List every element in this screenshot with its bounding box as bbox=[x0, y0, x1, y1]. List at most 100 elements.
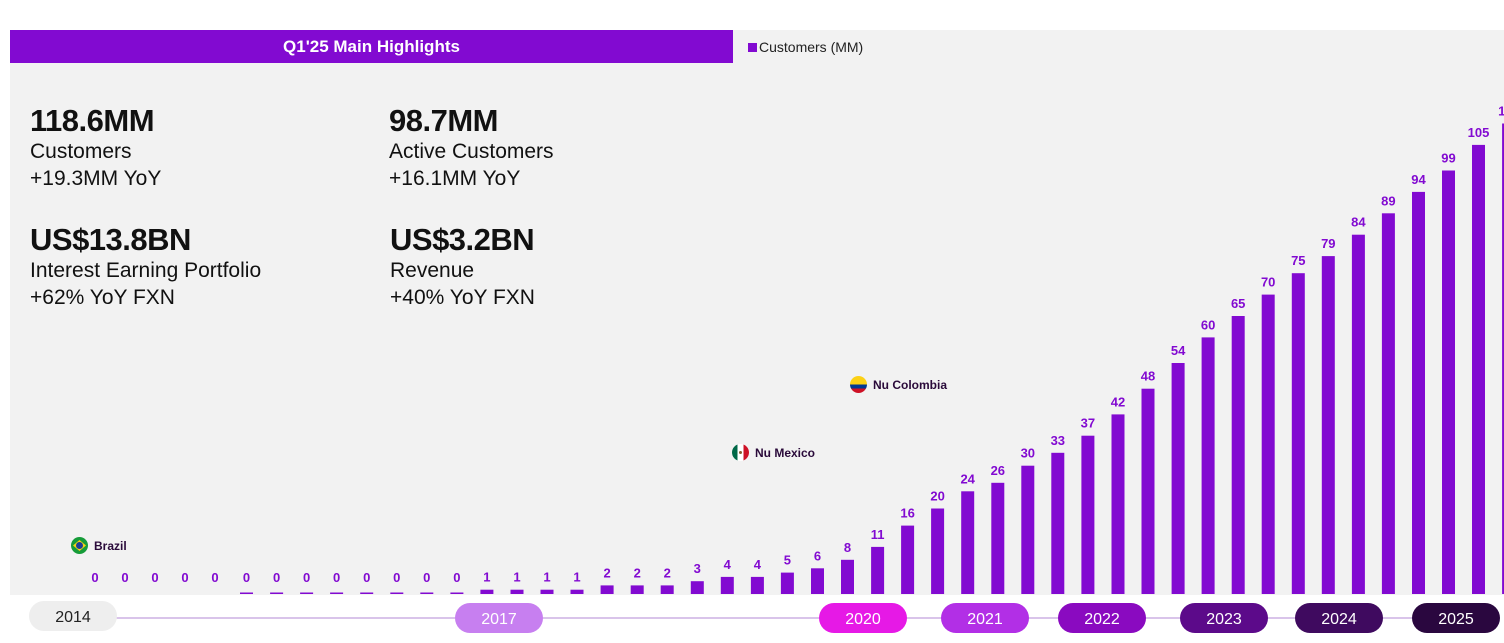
bar bbox=[660, 585, 674, 594]
bar bbox=[1111, 414, 1125, 594]
bar bbox=[1442, 170, 1455, 594]
bar bbox=[1321, 256, 1335, 594]
bar-value-label: 3 bbox=[694, 561, 701, 576]
bar-value-label: 84 bbox=[1351, 215, 1366, 230]
bar bbox=[841, 559, 854, 594]
bar bbox=[1412, 191, 1425, 594]
bar-value-label: 11 bbox=[871, 527, 885, 542]
year-pill bbox=[1412, 603, 1500, 633]
highlights-banner: Q1'25 Main Highlights bbox=[10, 30, 733, 63]
bar bbox=[240, 592, 253, 594]
bar-value-label: 33 bbox=[1051, 433, 1065, 448]
bar-value-label: 1 bbox=[573, 570, 580, 585]
bar-value-label: 0 bbox=[333, 570, 340, 585]
year-label: 2022 bbox=[1084, 611, 1120, 628]
bar-value-label: 8 bbox=[844, 540, 851, 555]
chart-legend: Customers (MM) bbox=[748, 39, 863, 55]
bar bbox=[630, 585, 644, 594]
mexico-flag-icon bbox=[732, 444, 749, 461]
year-label: 2024 bbox=[1321, 611, 1357, 628]
kpi-interest-portfolio: US$13.8BN Interest Earning Portfolio +62… bbox=[30, 223, 261, 311]
bar bbox=[510, 589, 524, 594]
bar-value-label: 4 bbox=[754, 557, 762, 572]
marker-label: Brazil bbox=[94, 538, 127, 553]
kpi-label: Customers bbox=[30, 140, 132, 163]
bar-value-label: 94 bbox=[1411, 172, 1426, 187]
bar bbox=[420, 592, 434, 594]
bar bbox=[1291, 273, 1305, 594]
bar-value-label: 2 bbox=[664, 565, 671, 580]
bar bbox=[1021, 465, 1035, 594]
bar bbox=[360, 592, 374, 594]
bar bbox=[480, 589, 494, 594]
bar bbox=[1502, 123, 1504, 594]
kpi-label: Revenue bbox=[390, 259, 475, 282]
bar-value-label: 0 bbox=[243, 570, 250, 585]
bar-value-label: 54 bbox=[1171, 343, 1186, 358]
bar-value-label: 99 bbox=[1441, 151, 1455, 166]
bar bbox=[330, 592, 344, 594]
marker-label: Nu Colombia bbox=[873, 377, 947, 392]
bar bbox=[1381, 213, 1395, 595]
bar-value-label: 1 bbox=[483, 570, 490, 585]
kpi-customers: 118.6MM Customers +19.3MM YoY bbox=[30, 104, 161, 192]
kpi-value: 98.7MM bbox=[389, 103, 498, 138]
bar bbox=[720, 576, 734, 594]
bar-value-label: 0 bbox=[303, 570, 310, 585]
bar bbox=[1472, 144, 1485, 594]
bar-value-label: 89 bbox=[1381, 193, 1395, 208]
bar bbox=[1351, 234, 1365, 594]
year-label: 2020 bbox=[845, 611, 881, 628]
bar-value-label: 6 bbox=[814, 548, 821, 563]
bar-value-label: 5 bbox=[784, 553, 791, 568]
bar bbox=[750, 576, 764, 594]
year-label: 2021 bbox=[967, 611, 1003, 628]
kpi-active-customers: 98.7MM Active Customers +16.1MM YoY bbox=[389, 104, 554, 192]
kpi-label: Active Customers bbox=[389, 140, 554, 163]
bar bbox=[300, 592, 314, 594]
bar-value-label: 1 bbox=[513, 570, 520, 585]
bar-value-label: 16 bbox=[900, 506, 914, 521]
bar bbox=[390, 592, 404, 594]
year-pill bbox=[819, 603, 907, 633]
bar bbox=[780, 572, 794, 594]
bar bbox=[690, 581, 704, 594]
bar bbox=[570, 589, 584, 594]
bar-value-label: 0 bbox=[393, 570, 400, 585]
bar-value-label: 30 bbox=[1021, 446, 1035, 461]
bar-value-label: 0 bbox=[121, 570, 128, 585]
year-label: 2025 bbox=[1438, 611, 1474, 628]
bar bbox=[901, 525, 915, 594]
bar-value-label: 20 bbox=[930, 489, 944, 504]
kpi-change: +19.3MM YoY bbox=[30, 167, 162, 190]
highlights-title: Q1'25 Main Highlights bbox=[283, 36, 460, 56]
bar bbox=[811, 568, 824, 594]
year-label: 2017 bbox=[481, 611, 517, 628]
bar bbox=[931, 508, 945, 594]
year-pill bbox=[1180, 603, 1268, 633]
kpi-change: +62% YoY FXN bbox=[30, 286, 175, 309]
year-label: 2023 bbox=[1206, 611, 1242, 628]
bar-value-label: 48 bbox=[1141, 369, 1155, 384]
bar-value-label: 26 bbox=[991, 463, 1005, 478]
bar bbox=[1261, 294, 1275, 594]
kpi-change: +16.1MM YoY bbox=[389, 167, 521, 190]
bar bbox=[1081, 435, 1095, 594]
bar bbox=[1171, 363, 1185, 594]
legend-label: Customers (MM) bbox=[759, 39, 864, 55]
marker-colombia: Nu Colombia bbox=[850, 376, 947, 393]
bar-value-label: 0 bbox=[181, 570, 188, 585]
bar-value-label: 1 bbox=[543, 570, 550, 585]
kpi-value: US$3.2BN bbox=[390, 222, 535, 257]
bar-value-label: 24 bbox=[960, 471, 975, 486]
bar bbox=[270, 592, 284, 594]
year-pill bbox=[455, 603, 543, 633]
bar-value-label: 37 bbox=[1081, 416, 1095, 431]
year-pill bbox=[29, 601, 117, 631]
year-pill bbox=[1295, 603, 1383, 633]
colombia-flag-icon bbox=[850, 376, 867, 393]
bar-value-label: 60 bbox=[1201, 317, 1215, 332]
bar bbox=[1051, 452, 1065, 594]
bar-value-label: 0 bbox=[453, 570, 460, 585]
